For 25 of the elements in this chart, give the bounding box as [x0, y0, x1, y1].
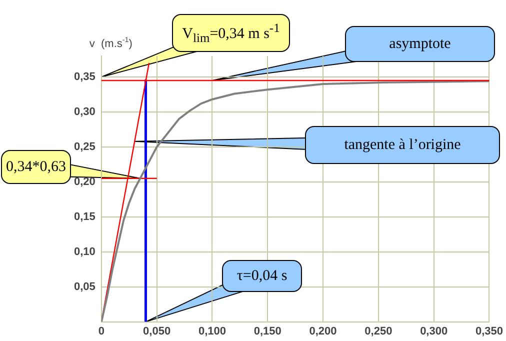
y-tick-label: 0,35	[74, 71, 96, 84]
x-tick-label: 0,050	[143, 325, 171, 338]
speech-bubble: τ=0,04 s	[222, 260, 302, 292]
annotation: V$_{lim}$=0,34 m s$^{-1}$	[182, 20, 280, 46]
annotation: tangente à l’origine	[344, 136, 461, 154]
y-tick-label: 0,30	[74, 106, 96, 118]
speech-bubble: V$_{lim}$=0,34 m s$^{-1}$	[172, 14, 290, 52]
x-tick-label: 0,100	[198, 325, 226, 338]
x-tick-label: 0,200	[309, 325, 337, 338]
y-tick-label: 0,15	[74, 210, 96, 223]
x-tick-label: 0,250	[364, 325, 392, 338]
x-tick-label: 0,350	[475, 325, 503, 338]
annotation: τ=0,04 s	[236, 268, 288, 284]
x-tick-label: 0,150	[254, 325, 282, 338]
annotation: 0,34*0,63	[6, 158, 66, 176]
x-tick-label: 0,300	[420, 325, 448, 338]
x-tick-label: 0	[98, 325, 104, 338]
speech-bubble: 0,34*0,63	[1, 150, 71, 184]
y-tick-label: 0,20	[74, 176, 96, 188]
speech-bubble: tangente à l’origine	[305, 126, 500, 164]
speech-bubble: asymptote	[345, 26, 495, 62]
annotation: asymptote	[389, 36, 451, 52]
y-tick-label: 0,10	[74, 246, 96, 258]
y-tick-label: 0,05	[74, 280, 96, 293]
y-tick-label: 0,25	[74, 140, 96, 153]
